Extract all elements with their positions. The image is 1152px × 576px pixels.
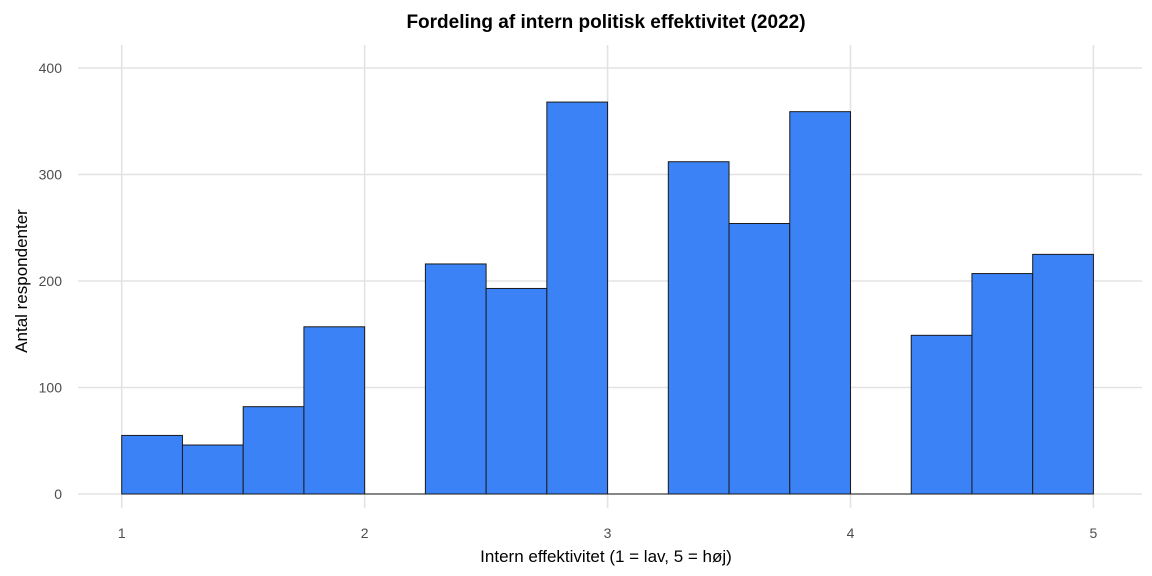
y-axis-ticks: 0 100 200 300 400: [39, 60, 63, 502]
histogram-bar: [789, 111, 851, 495]
histogram-bar: [242, 406, 305, 495]
x-axis-ticks: 1 2 3 4 5: [118, 525, 1098, 541]
histogram-bar: [728, 222, 791, 495]
bars: [121, 101, 1094, 495]
y-tick-label: 200: [39, 273, 63, 289]
chart-title: Fordeling af intern politisk effektivite…: [406, 12, 805, 33]
x-tick-label: 4: [847, 525, 855, 541]
histogram-bar: [303, 326, 366, 495]
y-tick-label: 100: [39, 380, 63, 396]
y-tick-label: 0: [54, 486, 62, 502]
y-axis-label: Antal respondenter: [12, 209, 31, 353]
x-tick-label: 1: [118, 525, 126, 541]
y-tick-label: 400: [39, 60, 63, 76]
histogram-bar: [181, 444, 244, 495]
y-tick-label: 300: [39, 167, 63, 183]
x-axis-label: Intern effektivitet (1 = lav, 5 = høj): [480, 547, 732, 566]
histogram-bar: [910, 334, 973, 495]
histogram-bar: [485, 287, 548, 495]
histogram-bar: [667, 161, 730, 495]
x-tick-label: 3: [604, 525, 612, 541]
histogram-bar: [424, 263, 487, 495]
x-tick-label: 2: [361, 525, 369, 541]
histogram-bar: [546, 101, 609, 495]
histogram-bar: [121, 434, 183, 495]
histogram-bar: [971, 273, 1034, 495]
histogram-bar: [1032, 253, 1094, 495]
x-tick-label: 5: [1090, 525, 1098, 541]
